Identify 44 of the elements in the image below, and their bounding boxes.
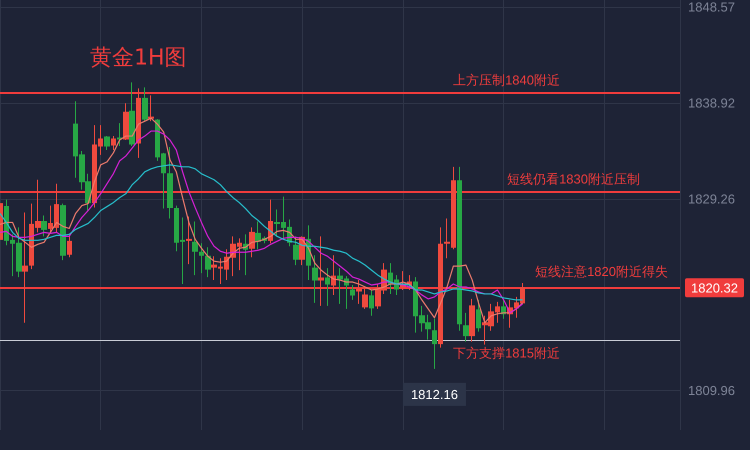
candlestick — [148, 94, 154, 122]
candlestick — [249, 226, 255, 258]
candlestick — [60, 203, 66, 261]
ref-line-label: 1820.32 — [691, 280, 738, 296]
candlestick — [369, 289, 374, 316]
candlestick — [350, 284, 355, 300]
annotation: 短线注意1820附近得失 — [535, 264, 668, 279]
candlestick — [136, 88, 141, 158]
y-tick-label: 1809.96 — [688, 383, 735, 398]
ref-line-label: 下方支撑1815附近 — [453, 346, 560, 361]
candlestick — [129, 82, 135, 146]
candlestick — [331, 254, 336, 296]
candlestick — [457, 166, 462, 332]
candlestick — [476, 299, 481, 332]
candlestick — [22, 212, 28, 324]
candlestick — [111, 136, 116, 150]
candlestick — [205, 246, 211, 278]
annotation: 1812.16 — [410, 386, 458, 402]
candlestick — [362, 286, 368, 310]
candlestick — [67, 234, 72, 258]
candlestick — [192, 220, 198, 276]
candlestick — [123, 102, 129, 141]
candlestick — [432, 318, 437, 370]
y-tick-label: 1838.92 — [688, 96, 735, 111]
candlestick — [318, 236, 324, 306]
y-tick-label: 1829.26 — [688, 192, 735, 207]
candlestick — [469, 298, 475, 342]
candlestick — [104, 136, 110, 150]
candlestick — [312, 254, 318, 304]
candlestick — [325, 268, 330, 306]
candlestick — [356, 280, 362, 304]
text: 黄金1H图 — [90, 46, 187, 70]
candlestick — [438, 226, 443, 348]
y-tick-label: 1848.57 — [688, 0, 735, 15]
ref-line-label: 短线仍看1830附近压制 — [507, 172, 640, 187]
candlestick — [167, 146, 173, 219]
candlestick — [186, 216, 192, 265]
candlestick — [199, 242, 204, 274]
candlestick — [41, 214, 47, 237]
candlestick — [142, 86, 148, 122]
candlestick — [463, 312, 469, 342]
candlestick — [117, 122, 122, 146]
ref-line-label: 上方压制1840附近 — [453, 72, 560, 88]
candlestick — [243, 234, 248, 276]
